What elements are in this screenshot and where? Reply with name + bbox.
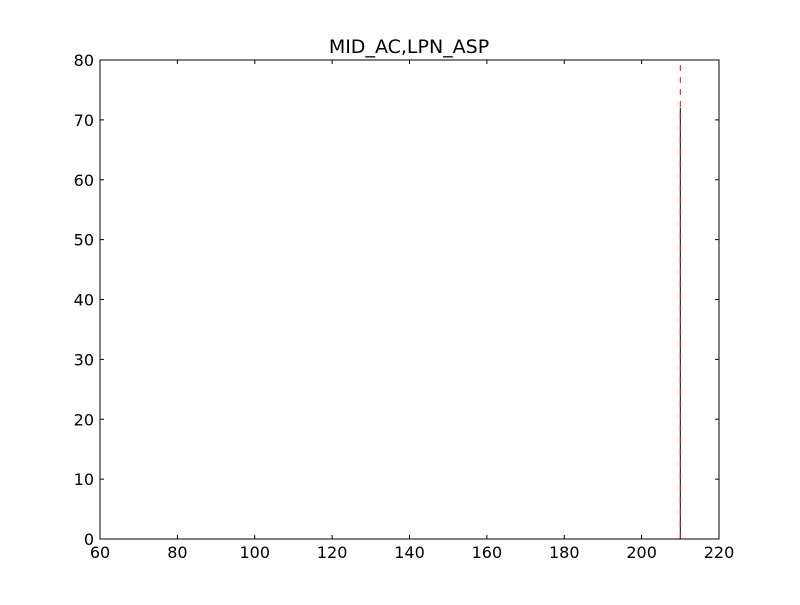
y-tick-label-6: 60: [74, 171, 94, 190]
plot-frame: [99, 59, 720, 540]
x-tick-label-7: 200: [626, 543, 657, 562]
ticks-layer: 60 80 100 120 140 160 180 200 220 0 10 20 30 40 50 60 70…: [74, 51, 735, 562]
chart-title: MID_AC,LPN_ASP: [329, 36, 489, 58]
x-tick-label-5: 160: [472, 543, 503, 562]
y-tick-label-4: 40: [74, 291, 94, 310]
x-tick-label-4: 140: [394, 543, 425, 562]
y-tick-label-2: 20: [74, 410, 94, 429]
y-tick-label-8: 80: [74, 51, 94, 70]
x-tick-label-8: 220: [704, 543, 735, 562]
y-tick-label-0: 0: [84, 530, 94, 549]
x-tick-label-0: 60: [90, 543, 110, 562]
y-tick-label-7: 70: [74, 111, 94, 130]
x-tick-label-2: 100: [239, 543, 270, 562]
x-tick-label-6: 180: [549, 543, 580, 562]
y-tick-label-5: 50: [74, 231, 94, 250]
y-tick-label-3: 30: [74, 350, 94, 369]
y-tick-label-1: 10: [74, 470, 94, 489]
x-tick-label-1: 80: [167, 543, 187, 562]
x-tick-label-3: 120: [317, 543, 348, 562]
